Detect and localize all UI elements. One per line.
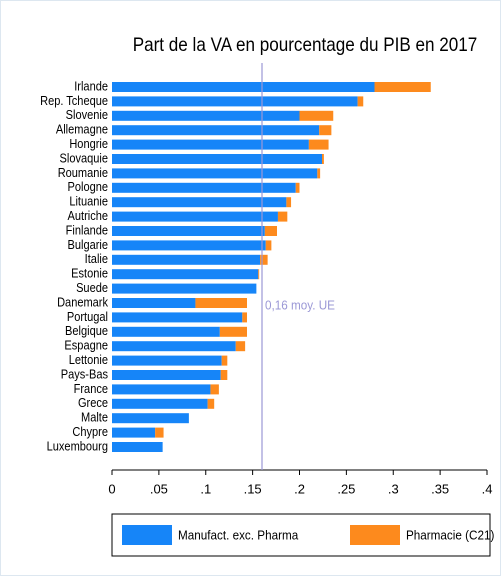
bar-segment (219, 326, 247, 337)
x-tick-label: .4 (482, 481, 493, 496)
bar-segment (112, 82, 375, 92)
bar-segment (235, 341, 246, 352)
bar-segment (112, 384, 211, 395)
bar-segment (374, 82, 431, 92)
y-tick-label: Belgique (65, 323, 108, 338)
bar-segment (112, 269, 259, 280)
y-tick-label: Lettonie (69, 352, 109, 367)
bar-segment (210, 384, 219, 395)
bar-segment (112, 226, 265, 236)
bar-segment (112, 442, 163, 452)
y-tick-label: Grece (78, 395, 108, 410)
bar-segment (295, 182, 300, 193)
x-tick-label: .3 (388, 481, 399, 496)
bar-segment (112, 211, 278, 222)
y-tick-label: Espagne (64, 338, 108, 353)
bar-segment (112, 283, 257, 294)
bar-segment (112, 197, 287, 208)
y-tick-label: Roumanie (58, 165, 109, 180)
y-tick-label: Chypre (72, 424, 108, 439)
x-tick-label: .25 (337, 481, 355, 496)
reference-label: 0,16 moy. UE (265, 298, 335, 313)
bar-segment (195, 298, 247, 308)
bar-segment (299, 110, 334, 121)
y-tick-label: Finlande (66, 223, 109, 238)
y-tick-label: Autriche (68, 208, 109, 223)
bar-segment (260, 254, 268, 265)
bar-segment (308, 139, 329, 150)
x-tick-label: .1 (200, 481, 211, 496)
bar-segment (286, 197, 292, 208)
y-tick-label: Bulgarie (68, 237, 109, 252)
bar-segment (112, 96, 358, 107)
legend-label: Manufact. exc. Pharma (178, 528, 298, 543)
y-tick-label: Allemagne (56, 122, 108, 137)
bar-segment (112, 168, 318, 179)
legend-box (111, 513, 491, 557)
bar-segment (112, 326, 220, 337)
bar-segment (221, 355, 228, 366)
y-tick-label: Luxembourg (47, 439, 108, 454)
y-tick-label: Portugal (67, 309, 108, 324)
x-tick-label: .05 (150, 481, 168, 496)
bar-segment (112, 125, 320, 136)
y-tick-label: Slovaquie (60, 151, 109, 166)
legend-label: Pharmacie (C21) (406, 528, 494, 543)
x-tick-label: .35 (431, 481, 449, 496)
bar-segment (322, 154, 324, 164)
y-tick-label: Danemark (57, 295, 109, 310)
bar-segment (112, 413, 189, 424)
bar-segment (112, 139, 309, 150)
bar-segment (112, 240, 266, 251)
legend-swatch (350, 525, 400, 545)
x-tick-label: .2 (294, 481, 305, 496)
bar-segment (277, 211, 288, 222)
bar-segment (317, 168, 321, 179)
bar-segment (155, 427, 164, 438)
y-tick-label: Pays-Bas (61, 367, 108, 382)
y-tick-label: Italie (85, 251, 109, 266)
bar-segment (112, 110, 300, 121)
bar-segment (112, 398, 208, 409)
y-tick-label: Rep. Tcheque (40, 93, 108, 108)
bar-segment (112, 298, 196, 308)
bar-segment (112, 427, 156, 438)
bar-segment (112, 341, 236, 352)
bar-segment (220, 370, 228, 380)
y-tick-label: Slovenie (66, 107, 109, 122)
y-tick-label: Hongrie (69, 136, 108, 151)
y-tick-label: Lituanie (69, 194, 108, 209)
y-tick-label: Malte (81, 410, 108, 425)
bar-segment (112, 312, 243, 323)
bar-segment (265, 240, 272, 251)
y-tick-label: Irlande (74, 79, 108, 94)
bar-segment (112, 370, 221, 380)
bar-segment (264, 226, 277, 236)
bar-segment (112, 254, 261, 265)
x-tick-label: .15 (244, 481, 262, 496)
bar-segment (112, 355, 222, 366)
bar-segment (258, 269, 260, 280)
bar-segment (319, 125, 332, 136)
bar-segment (112, 182, 296, 193)
chart-title: Part de la VA en pourcentage du PIB en 2… (133, 34, 478, 55)
y-tick-label: Estonie (71, 266, 108, 281)
y-tick-label: France (74, 381, 109, 396)
bar-segment (207, 398, 215, 409)
bar-segment (242, 312, 247, 323)
bar-segment (357, 96, 364, 107)
y-tick-label: Pologne (67, 179, 108, 194)
bar-segment (112, 154, 322, 164)
legend-swatch (122, 525, 172, 545)
y-tick-label: Suede (76, 280, 108, 295)
x-tick-label: 0 (108, 481, 115, 496)
